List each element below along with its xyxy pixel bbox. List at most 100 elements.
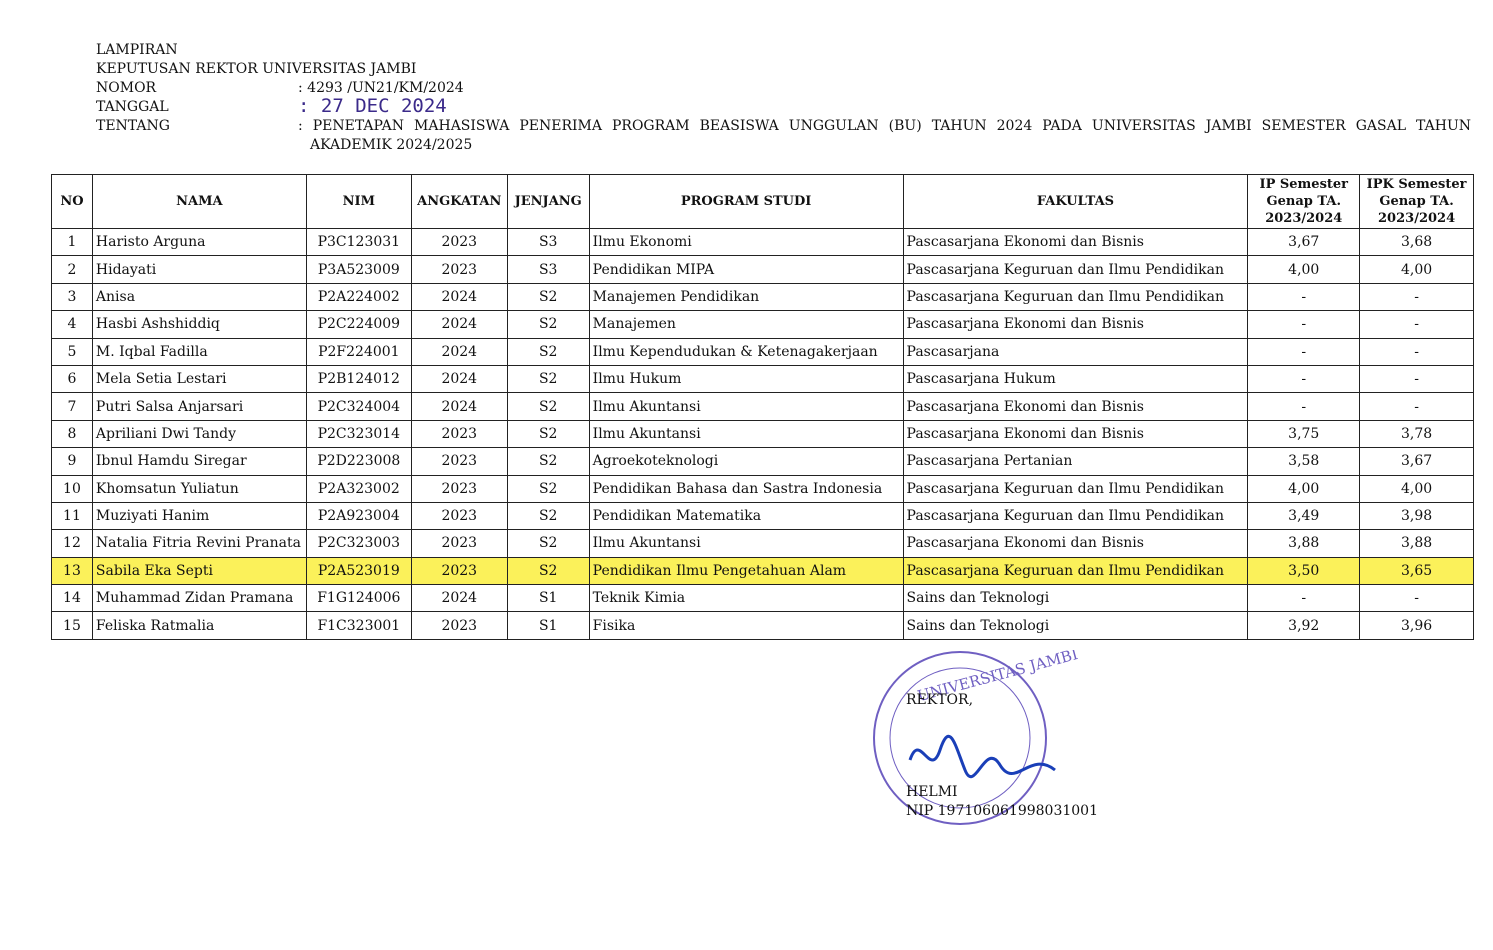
table-row: 3 Anisa P2A224002 2024 S2 Manajemen Pendidika…	[51, 282, 1474, 312]
table-cell: -	[1359, 310, 1474, 339]
table-cell: S2	[506, 310, 590, 339]
table-cell: S2	[506, 447, 590, 476]
column-header: NIM	[305, 174, 412, 229]
column-header: JENJANG	[506, 174, 590, 229]
table-cell: 3,75	[1247, 419, 1361, 449]
table-cell: P2A224002	[305, 282, 412, 312]
table-cell: Pascasarjana Keguruan dan Ilmu Pendidika…	[902, 501, 1249, 531]
table-cell: 4,00	[1247, 474, 1361, 503]
table-cell: Manajemen Pendidikan	[588, 282, 904, 312]
table-cell: P2A923004	[305, 501, 412, 531]
table-cell: -	[1247, 584, 1361, 613]
table-cell: S3	[506, 255, 590, 284]
table-row: 15 Feliska Ratmalia F1C323001 2023 S1 Fisika S…	[51, 611, 1474, 640]
table-cell: Sains dan Teknologi	[902, 584, 1249, 613]
table-row: 5 M. Iqbal Fadilla P2F224001 2024 S2 Ilmu Kep…	[51, 337, 1474, 366]
table-cell: -	[1359, 584, 1474, 613]
table-cell: Hasbi Ashshiddiq	[91, 310, 307, 339]
table-cell: -	[1247, 392, 1361, 421]
table-cell: P2C224009	[305, 310, 412, 339]
table-cell: Pascasarjana Ekonomi dan Bisnis	[902, 392, 1249, 421]
table-cell: Pascasarjana Keguruan dan Ilmu Pendidika…	[902, 474, 1249, 503]
table-cell: Ilmu Kependudukan & Ketenagakerjaan	[588, 337, 904, 366]
table-cell: Sains dan Teknologi	[902, 611, 1249, 640]
table-cell: F1C323001	[305, 611, 412, 640]
table-cell: Pascasarjana	[902, 337, 1249, 366]
table-cell: 10	[51, 474, 93, 503]
table-cell: Sabila Eka Septi	[91, 556, 307, 586]
table-row: 12 Natalia Fitria Revini Pranata P2C323003…	[51, 529, 1474, 558]
table-cell: Fisika	[588, 611, 904, 640]
table-cell: 2023	[410, 474, 508, 503]
table-cell: S2	[506, 282, 590, 312]
table-cell: 2023	[410, 255, 508, 284]
table-body: 1 Haristo Arguna P3C123031 2023 S3 Ilmu Ekono…	[51, 227, 1474, 640]
table-cell: Pascasarjana Ekonomi dan Bisnis	[902, 419, 1249, 449]
table-cell: Apriliani Dwi Tandy	[91, 419, 307, 449]
table-cell: S2	[506, 556, 590, 586]
table-cell: Muziyati Hanim	[91, 501, 307, 531]
table-cell: Putri Salsa Anjarsari	[91, 392, 307, 421]
table-cell: Pendidikan MIPA	[588, 255, 904, 284]
table-cell: 2023	[410, 227, 508, 257]
table-cell: 2023	[410, 556, 508, 586]
table-cell: Pascasarjana Ekonomi dan Bisnis	[902, 227, 1249, 257]
table-cell: -	[1359, 282, 1474, 312]
table-cell: 3,65	[1359, 556, 1474, 586]
table-cell: 8	[51, 419, 93, 449]
table-cell: Ilmu Akuntansi	[588, 419, 904, 449]
field-value: : PENETAPAN MAHASISWA PENERIMA PROGRAM B…	[298, 118, 1471, 153]
table-cell: S2	[506, 529, 590, 558]
table-row: 8 Apriliani Dwi Tandy P2C323014 2023 S2 Ilmu …	[51, 419, 1474, 449]
table-cell: 4	[51, 310, 93, 339]
table-row: 4 Hasbi Ashshiddiq P2C224009 2024 S2 Manajeme…	[51, 310, 1474, 339]
table-cell: Feliska Ratmalia	[91, 611, 307, 640]
table-cell: P2A323002	[305, 474, 412, 503]
table-cell: -	[1247, 310, 1361, 339]
table-cell: Ilmu Akuntansi	[588, 392, 904, 421]
table-cell: 12	[51, 529, 93, 558]
table: NO NAMA NIM ANGKATAN JENJANG PROGRAM STUDI FAK…	[51, 174, 1474, 640]
table-cell: 3,50	[1247, 556, 1361, 586]
table-cell: -	[1359, 392, 1474, 421]
table-cell: P2D223008	[305, 447, 412, 476]
table-cell: Haristo Arguna	[91, 227, 307, 257]
table-row: 2 Hidayati P3A523009 2023 S3 Pendidikan MIPA P…	[51, 255, 1474, 284]
table-cell: 4,00	[1247, 255, 1361, 284]
table-cell: Khomsatun Yuliatun	[91, 474, 307, 503]
table-cell: P2C323003	[305, 529, 412, 558]
table-row: 1 Haristo Arguna P3C123031 2023 S3 Ilmu Ekono…	[51, 227, 1474, 257]
table-cell: 2024	[410, 282, 508, 312]
table-cell: Pendidikan Bahasa dan Sastra Indonesia	[588, 474, 904, 503]
table-cell: S2	[506, 501, 590, 531]
table-cell: -	[1247, 282, 1361, 312]
table-cell: 6	[51, 364, 93, 394]
table-cell: 2024	[410, 584, 508, 613]
table-cell: S2	[506, 337, 590, 366]
table-cell: 13	[51, 556, 93, 586]
table-cell: 3,58	[1247, 447, 1361, 476]
table-cell: 3,88	[1359, 529, 1474, 558]
table-cell: 4,00	[1359, 255, 1474, 284]
field-label: NOMOR	[96, 80, 157, 96]
table-cell: 3,88	[1247, 529, 1361, 558]
table-row: 11 Muziyati Hanim P2A923004 2023 S2 Pendidika…	[51, 501, 1474, 531]
signature-nip: NIP 197106061998031001	[906, 803, 1098, 819]
table-cell: P2B124012	[305, 364, 412, 394]
table-cell: 3,78	[1359, 419, 1474, 449]
table-cell: Pascasarjana Ekonomi dan Bisnis	[902, 310, 1249, 339]
table-cell: P3A523009	[305, 255, 412, 284]
stamp: UNIVERSITAS JAMBI	[873, 650, 1080, 825]
table-cell: 3,92	[1247, 611, 1361, 640]
table-cell: 4,00	[1359, 474, 1474, 503]
table-cell: Pendidikan Ilmu Pengetahuan Alam	[588, 556, 904, 586]
table-cell: Mela Setia Lestari	[91, 364, 307, 394]
column-header: NAMA	[91, 174, 307, 229]
table-cell: 3,96	[1359, 611, 1474, 640]
table-cell: 1	[51, 227, 93, 257]
table-cell: S3	[506, 227, 590, 257]
table-cell: P3C123031	[305, 227, 412, 257]
table-cell: 2024	[410, 364, 508, 394]
table-cell: 3,67	[1359, 447, 1474, 476]
